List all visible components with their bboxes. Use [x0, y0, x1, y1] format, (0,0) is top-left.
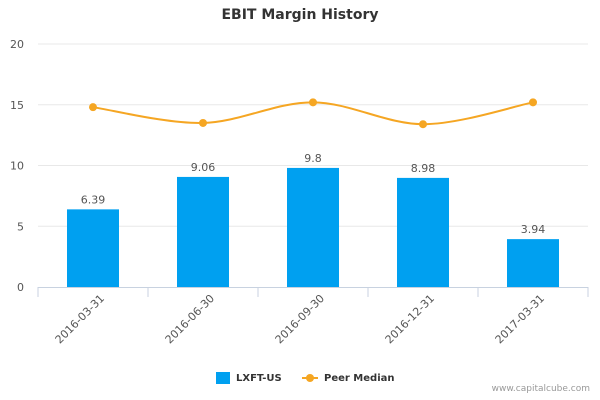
y-tick-label: 5 — [17, 220, 24, 233]
y-tick-label: 15 — [10, 99, 24, 112]
legend: LXFT-US Peer Median — [0, 372, 600, 392]
legend-line-swatch-icon — [302, 372, 318, 384]
bar — [177, 176, 229, 287]
bar — [67, 209, 119, 287]
x-tick-label: 2016-03-31 — [53, 292, 107, 346]
chart-title: EBIT Margin History — [221, 7, 379, 23]
peer-median-point — [309, 98, 317, 107]
bar-value-label: 8.98 — [411, 162, 436, 175]
bar-value-label: 9.06 — [191, 161, 216, 174]
x-tick-label: 2016-06-30 — [163, 292, 217, 346]
bar-value-label: 9.8 — [304, 152, 322, 165]
legend-label-lxft-us: LXFT-US — [236, 372, 282, 384]
peer-median-point — [419, 120, 427, 129]
bar-value-label: 6.39 — [81, 193, 106, 206]
bar-value-label: 3.94 — [521, 223, 546, 236]
peer-median-point — [89, 103, 97, 112]
x-tick-label: 2017-03-31 — [493, 292, 547, 346]
bar — [287, 167, 339, 287]
credit-text: www.capitalcube.com — [491, 384, 590, 394]
y-tick-label: 20 — [10, 38, 24, 51]
legend-bar-swatch-icon — [216, 372, 230, 384]
legend-item-peer-median[interactable]: Peer Median — [302, 372, 395, 384]
bar — [507, 239, 559, 287]
x-tick-label: 2016-12-31 — [383, 292, 437, 346]
legend-item-lxft-us[interactable]: LXFT-US — [216, 372, 282, 384]
y-tick-label: 0 — [17, 281, 24, 294]
y-tick-label: 10 — [10, 160, 24, 173]
peer-median-point — [529, 98, 537, 107]
legend-label-peer-median: Peer Median — [324, 372, 395, 384]
peer-median-point — [199, 118, 207, 127]
bar — [397, 177, 449, 287]
x-tick-label: 2016-09-30 — [273, 292, 327, 346]
